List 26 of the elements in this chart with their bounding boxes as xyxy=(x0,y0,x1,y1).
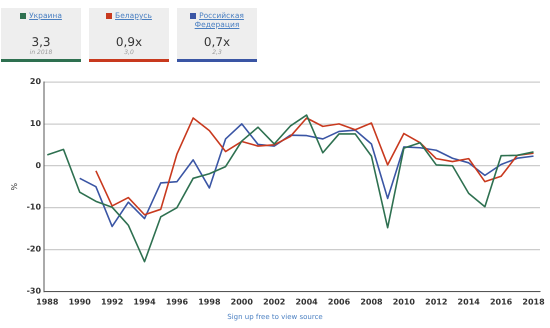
x-tick-label: 1994 xyxy=(133,297,156,306)
text: 0,9x xyxy=(114,35,144,49)
text: 3,3 xyxy=(30,35,52,49)
x-tick-label: 2016 xyxy=(490,297,513,306)
x-tick-label: 2010 xyxy=(392,297,416,306)
x-tick-label: 2008 xyxy=(360,297,384,306)
x-tick-label: 1990 xyxy=(68,297,92,306)
x-tick-label: 1988 xyxy=(36,297,59,306)
x-tick-label: 1992 xyxy=(100,297,124,306)
x-tick-label: 2002 xyxy=(263,297,286,306)
x-tick-label: 2018 xyxy=(522,297,546,306)
x-tick-label: 2004 xyxy=(295,297,318,306)
text: 0,7x xyxy=(202,35,232,49)
y-tick-label: -30 xyxy=(26,286,42,296)
x-tick-label: 2014 xyxy=(458,297,480,306)
y-tick-label: 10 xyxy=(30,118,42,128)
y-tick-label: -20 xyxy=(26,244,42,254)
y-tick-label: 0 xyxy=(35,160,42,170)
y-tick-label: 20 xyxy=(30,77,42,86)
x-tick-label: 1998 xyxy=(198,297,221,306)
y-tick-label: -10 xyxy=(26,202,42,212)
x-tick-label: 2012 xyxy=(425,297,448,306)
x-tick-label: 2006 xyxy=(328,297,351,306)
x-tick-label: 2000 xyxy=(230,297,254,306)
y-axis-title: % xyxy=(10,182,19,191)
x-tick-label: 1996 xyxy=(166,297,189,306)
